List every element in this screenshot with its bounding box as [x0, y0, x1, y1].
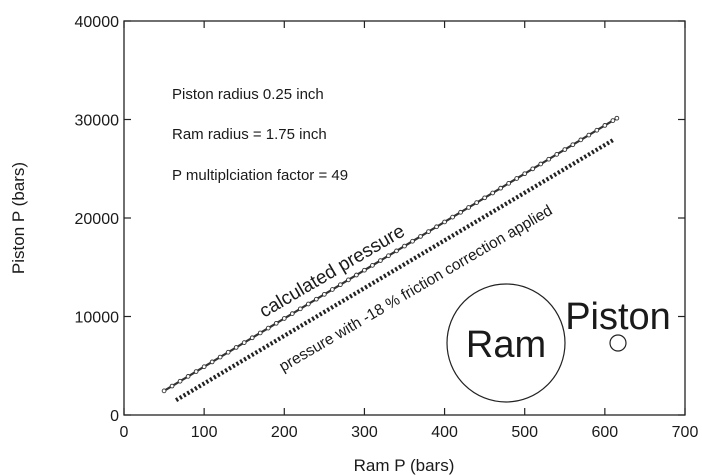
y-axis-title: Piston P (bars) [9, 162, 28, 274]
data-point [546, 156, 552, 162]
y-tick-label: 40000 [75, 14, 120, 31]
data-point [273, 320, 279, 326]
data-point [394, 248, 399, 254]
data-point [514, 176, 520, 181]
data-point [410, 238, 415, 244]
data-point [249, 335, 255, 341]
data-point [289, 311, 295, 316]
ram-label: Ram [466, 324, 546, 366]
data-point [530, 166, 536, 172]
data-point [554, 152, 560, 157]
data-point [434, 224, 439, 230]
data-point [474, 200, 479, 205]
data-point [193, 369, 199, 374]
data-point [482, 195, 487, 201]
data-point [570, 142, 576, 148]
data-point [466, 205, 471, 210]
data-point [257, 330, 263, 336]
series-calculated-pressure [161, 115, 620, 394]
data-point [418, 234, 423, 239]
annotation-piston-radius: Piston radius 0.25 inch [172, 86, 324, 103]
data-point [313, 296, 319, 302]
data-point [586, 132, 592, 138]
data-point [450, 214, 455, 220]
x-tick-label: 600 [592, 424, 619, 441]
data-point [241, 340, 247, 345]
data-point [209, 359, 215, 365]
piston-label: Piston [565, 296, 671, 338]
plot-frame [123, 20, 686, 416]
data-point [330, 287, 335, 292]
data-point [233, 345, 239, 350]
data-point [402, 243, 407, 249]
y-tick-label: 20000 [75, 211, 120, 228]
data-point [610, 118, 616, 123]
y-axis: 0 10000 20000 30000 40000 [75, 14, 685, 425]
data-point [346, 277, 351, 283]
data-point [378, 258, 383, 263]
data-point [522, 171, 528, 177]
x-tick-label: 400 [431, 424, 458, 441]
series-friction-corrected [175, 138, 614, 403]
data-point [297, 306, 303, 312]
x-tick-label: 200 [271, 424, 298, 441]
y-tick-label: 0 [110, 408, 119, 425]
series-line-calculated [163, 117, 618, 392]
y-tick-label: 30000 [75, 113, 120, 130]
data-point [185, 374, 191, 379]
data-point [281, 316, 287, 321]
data-point [201, 364, 207, 370]
data-point [578, 137, 584, 143]
y-tick-label: 10000 [75, 310, 120, 327]
data-point [362, 267, 367, 273]
series-line-friction [175, 138, 614, 403]
data-point [614, 115, 620, 121]
piston-circle [609, 334, 627, 352]
data-point [490, 190, 496, 196]
data-point [370, 263, 375, 268]
data-point [354, 272, 359, 278]
x-tick-label: 300 [351, 424, 378, 441]
data-point [169, 383, 175, 389]
x-tick-label: 100 [191, 424, 218, 441]
data-point [594, 127, 600, 133]
annotation-ram-radius: Ram radius = 1.75 inch [172, 126, 327, 143]
data-point [177, 378, 183, 384]
data-point [225, 349, 231, 355]
data-point [322, 291, 327, 297]
data-point [442, 219, 447, 225]
data-point [338, 282, 343, 288]
x-axis: 0 100 200 300 400 500 600 700 [120, 21, 699, 441]
x-tick-label: 0 [120, 424, 129, 441]
x-tick-label: 500 [511, 424, 538, 441]
data-point [217, 354, 223, 360]
data-point [538, 161, 544, 167]
x-tick-label: 700 [672, 424, 699, 441]
data-point [602, 123, 608, 128]
annotation-multiplication-factor: P multiplciation factor = 49 [172, 167, 348, 184]
data-point [506, 180, 512, 186]
data-point [426, 229, 431, 234]
data-point [458, 209, 463, 215]
ram-circle [446, 283, 566, 403]
x-axis-title: Ram P (bars) [354, 456, 455, 475]
data-point [498, 185, 504, 191]
data-point [265, 325, 271, 331]
data-point [161, 388, 167, 394]
data-point [305, 301, 311, 307]
data-point [386, 253, 391, 259]
data-point [562, 147, 568, 152]
